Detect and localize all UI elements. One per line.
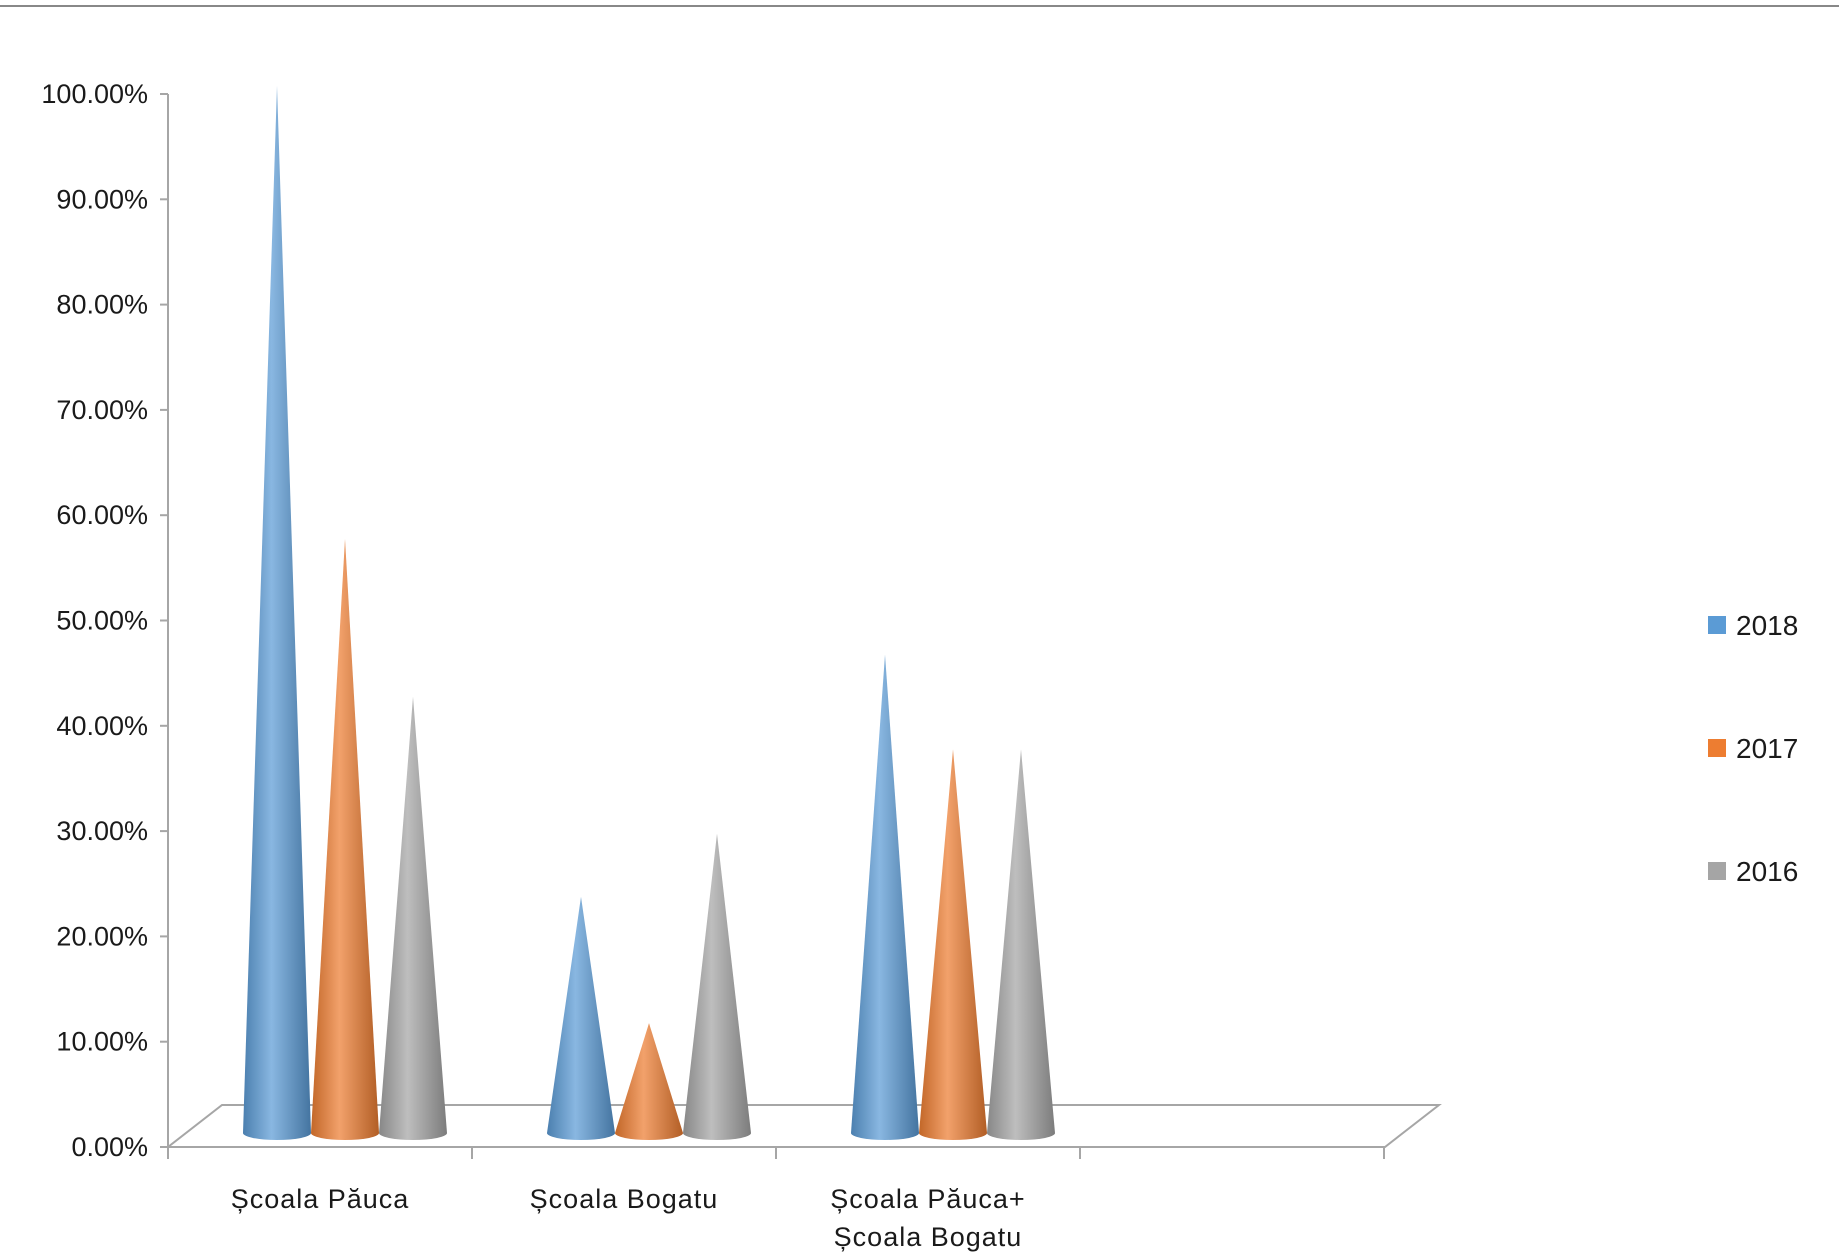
cone-2018-2 xyxy=(851,654,919,1140)
legend: 2018 2017 2016 xyxy=(1708,610,1798,887)
legend-swatch-2017 xyxy=(1708,739,1726,757)
x-category-label: Școala Păuca xyxy=(231,1184,410,1214)
legend-label-2017: 2017 xyxy=(1736,733,1798,764)
y-tick-label: 30.00% xyxy=(56,816,148,846)
y-tick-label: 80.00% xyxy=(56,290,148,320)
x-category-label: Școala Bogatu xyxy=(834,1222,1023,1252)
y-tick-label: 50.00% xyxy=(56,606,148,636)
cone-mark xyxy=(683,833,751,1140)
legend-swatch-2016 xyxy=(1708,862,1726,880)
axes: 0.00% 10.00% 20.00% 30.00% 40.00% 50.00% 60.00… xyxy=(41,79,1385,1252)
cone-2017-2 xyxy=(919,749,987,1140)
y-tick-label: 70.00% xyxy=(56,395,148,425)
y-tick-label: 40.00% xyxy=(56,711,148,741)
cone-mark xyxy=(379,696,447,1140)
cone-mark xyxy=(311,538,379,1140)
cone-2018-0 xyxy=(243,86,311,1140)
legend-swatch-2018 xyxy=(1708,616,1726,634)
legend-label-2018: 2018 xyxy=(1736,610,1798,641)
floor-plane xyxy=(165,1104,1442,1148)
cone-2017-1 xyxy=(615,1023,683,1140)
chart-floor xyxy=(165,1104,1442,1148)
cone-2016-0 xyxy=(379,696,447,1140)
cone-2016-2 xyxy=(987,749,1055,1140)
cone-mark xyxy=(615,1023,683,1140)
cone-2018-1 xyxy=(547,896,615,1140)
y-tick-label: 60.00% xyxy=(56,500,148,530)
cone-mark xyxy=(919,749,987,1140)
cone-mark xyxy=(547,896,615,1140)
x-category-label: Școala Bogatu xyxy=(530,1184,719,1214)
cone-mark xyxy=(243,86,311,1140)
y-tick-label: 0.00% xyxy=(71,1132,148,1162)
legend-label-2016: 2016 xyxy=(1736,856,1798,887)
y-tick-label: 10.00% xyxy=(56,1027,148,1057)
plot-area xyxy=(243,86,1055,1140)
cone-mark xyxy=(851,654,919,1140)
cone-2017-0 xyxy=(311,538,379,1140)
y-tick-label: 90.00% xyxy=(56,184,148,214)
cone-2016-1 xyxy=(683,833,751,1140)
x-category-label: Școala Păuca+ xyxy=(830,1184,1025,1214)
cone-mark xyxy=(987,749,1055,1140)
y-tick-label: 20.00% xyxy=(56,921,148,951)
y-tick-label: 100.00% xyxy=(41,79,148,109)
